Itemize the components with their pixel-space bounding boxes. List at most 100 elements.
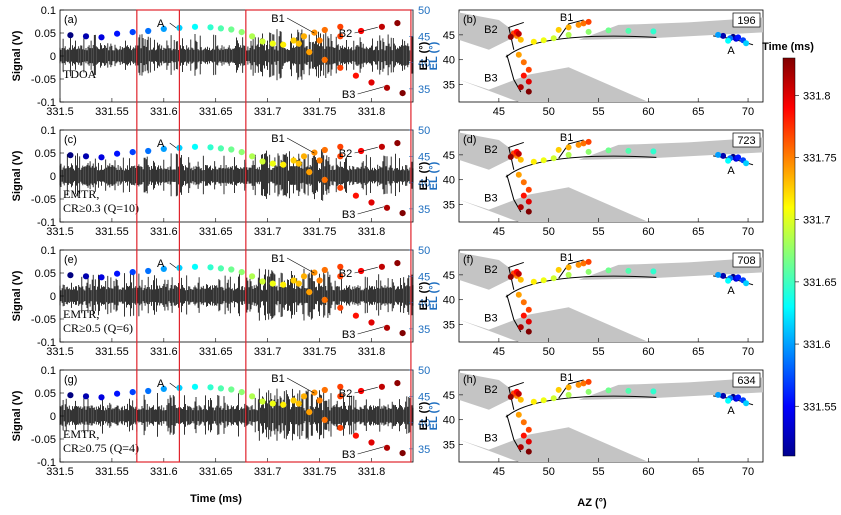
source-point-a [743,160,750,167]
el-point-a [160,265,167,272]
source-point-b1 [580,20,587,27]
y-tick-label: -0.05 [31,74,56,86]
y2-tick-label: 50 [418,125,430,137]
source-point-b3 [517,84,524,91]
x-tick-label: 45 [493,106,505,118]
source-point-channel [650,28,657,35]
el-point-b2 [337,393,344,400]
y2-tick-label: 50 [418,245,430,257]
leader-label: B3 [484,433,497,445]
source-point-a [720,272,727,279]
el-point-b3 [306,289,313,296]
source-point-channel [585,28,592,35]
source-point-channel [605,147,612,154]
source-point-a [725,397,732,404]
el-point-b3 [337,64,344,71]
el-point-channel [269,400,276,407]
y-tick-label: 45 [443,30,455,42]
source-point-channel [605,27,612,34]
y2-tick-label: 45 [418,31,430,43]
leader-label: B1 [560,12,573,24]
el-point-b1 [311,269,318,276]
y-tick-label: -0.1 [37,337,56,349]
x-tick-label: 45 [493,346,505,358]
trend-line-b1 [558,19,584,39]
el-point-channel [280,281,287,288]
source-point-a [725,157,732,164]
el-point-b2 [316,397,323,404]
source-point-channel [625,147,632,154]
source-point-b2 [517,36,524,43]
y2-tick-label: 35 [418,444,430,456]
source-point-a [725,37,732,44]
x-tick-label: 331.6 [150,106,178,118]
source-point-channel [530,398,537,405]
el-point-channel [280,161,287,168]
source-point-channel [650,148,657,155]
x-tick-label: 331.65 [199,106,233,118]
leader-line [169,142,177,149]
el-point-b2 [358,387,365,395]
colorbar-tick-label: 331.55 [803,401,837,413]
panel-g: 0.1 0.05 0 -0.05 -0.1 50 45 40 35 331.5 331.55 331.… [11,365,440,478]
source-point-b3 [520,432,527,439]
y-tick-label: -0.1 [37,97,56,109]
leader-line [286,377,315,394]
count-box [732,372,761,388]
count-label: 708 [737,255,755,267]
el-point-a [114,390,121,397]
x-tick-label: 70 [742,346,754,358]
el-point-b3 [321,176,328,183]
source-point-b1 [565,264,572,271]
leader-label: B2 [339,388,352,400]
panel-tag: (e) [64,254,77,266]
x-tick-label: 331.8 [358,226,386,238]
source-point-b1 [580,140,587,147]
el-point-a [160,385,167,392]
el-point-b2 [295,40,302,47]
source-point-b1 [565,24,572,31]
el-point-b2 [337,153,344,160]
leader-label: B2 [484,264,497,276]
el-point-b1 [321,26,328,34]
el-point-a [98,154,105,161]
x-tick-label: 45 [493,466,505,478]
leader-label: A [157,138,165,150]
x-tick-label: 70 [742,466,754,478]
el-point-channel [238,269,245,276]
el-point-channel [207,24,214,31]
source-point-b3 [517,444,524,451]
x-tick-label: 331.55 [95,466,129,478]
leader-label: B2 [339,148,352,160]
y2-axis-label: EL (°) [428,401,440,430]
y-tick-label: -0.05 [31,194,56,206]
el-point-channel [228,146,235,153]
leader-line [354,387,378,394]
x-tick-label: 50 [543,106,555,118]
background-sources [459,372,763,462]
colorbar: Time (ms) 331.8 331.75 331.7 331.65 331.6 331… [762,41,837,457]
x-tick-label: 55 [592,346,604,358]
source-point-channel [605,387,612,394]
source-point-a [735,34,742,41]
leader-label: B2 [339,28,352,40]
el-point-b3 [383,204,391,211]
trend-line-b1 [558,259,584,279]
el-point-channel [259,398,266,405]
el-point-b1 [300,153,308,160]
source-point-channel [550,155,557,162]
y-tick-label: 40 [443,175,455,187]
leader-label: B3 [342,329,355,341]
source-point-channel [625,387,632,394]
source-point-b2 [507,273,514,280]
el-point-b3 [321,56,328,64]
x-tick-label: 331.6 [150,346,178,358]
leader-line [357,446,385,455]
source-point-channel [530,278,537,285]
x-tick-label: 331.55 [95,106,129,118]
el-point-b3 [399,450,406,457]
el-point-a [129,28,136,36]
source-point-a [715,151,722,158]
el-point-b3 [321,296,328,303]
el-point-b1 [311,29,318,36]
